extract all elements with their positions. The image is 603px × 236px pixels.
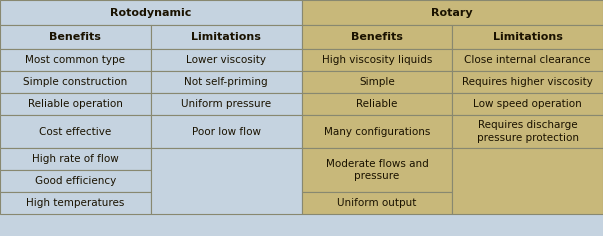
FancyBboxPatch shape: [0, 49, 151, 71]
Text: Moderate flows and
pressure: Moderate flows and pressure: [326, 159, 428, 181]
FancyBboxPatch shape: [302, 71, 452, 93]
Text: Many configurations: Many configurations: [324, 126, 430, 137]
FancyBboxPatch shape: [0, 93, 151, 115]
FancyBboxPatch shape: [302, 25, 452, 49]
FancyBboxPatch shape: [302, 192, 452, 214]
Text: Reliable: Reliable: [356, 99, 397, 110]
FancyBboxPatch shape: [0, 192, 151, 214]
FancyBboxPatch shape: [0, 71, 151, 93]
FancyBboxPatch shape: [452, 93, 603, 115]
Text: Rotodynamic: Rotodynamic: [110, 8, 191, 17]
FancyBboxPatch shape: [302, 0, 603, 25]
FancyBboxPatch shape: [151, 71, 302, 93]
Text: Reliable operation: Reliable operation: [28, 99, 123, 110]
FancyBboxPatch shape: [151, 148, 302, 214]
FancyBboxPatch shape: [151, 115, 302, 148]
FancyBboxPatch shape: [452, 115, 603, 148]
FancyBboxPatch shape: [151, 25, 302, 49]
FancyBboxPatch shape: [0, 170, 151, 192]
Text: Limitations: Limitations: [493, 32, 563, 42]
Text: Close internal clearance: Close internal clearance: [464, 55, 591, 65]
FancyBboxPatch shape: [302, 93, 452, 115]
FancyBboxPatch shape: [452, 25, 603, 49]
Text: Benefits: Benefits: [49, 32, 101, 42]
Text: Most common type: Most common type: [25, 55, 125, 65]
FancyBboxPatch shape: [151, 49, 302, 71]
Text: Cost effective: Cost effective: [39, 126, 112, 137]
FancyBboxPatch shape: [0, 115, 151, 148]
FancyBboxPatch shape: [151, 93, 302, 115]
FancyBboxPatch shape: [302, 49, 452, 71]
FancyBboxPatch shape: [302, 148, 452, 192]
Text: Requires discharge
pressure protection: Requires discharge pressure protection: [476, 120, 579, 143]
Text: High rate of flow: High rate of flow: [32, 154, 119, 164]
Text: Poor low flow: Poor low flow: [192, 126, 260, 137]
FancyBboxPatch shape: [0, 0, 302, 25]
FancyBboxPatch shape: [0, 25, 151, 49]
FancyBboxPatch shape: [302, 115, 452, 148]
Text: Rotary: Rotary: [431, 8, 473, 17]
FancyBboxPatch shape: [0, 148, 151, 170]
Text: Requires higher viscosity: Requires higher viscosity: [462, 77, 593, 87]
Text: Uniform output: Uniform output: [337, 198, 417, 208]
Text: Good efficiency: Good efficiency: [35, 176, 116, 186]
Text: Benefits: Benefits: [351, 32, 403, 42]
FancyBboxPatch shape: [452, 71, 603, 93]
Text: Simple: Simple: [359, 77, 395, 87]
Text: Not self-priming: Not self-priming: [185, 77, 268, 87]
Text: High viscosity liquids: High viscosity liquids: [321, 55, 432, 65]
Text: Simple construction: Simple construction: [24, 77, 127, 87]
Text: High temperatures: High temperatures: [26, 198, 125, 208]
FancyBboxPatch shape: [452, 49, 603, 71]
FancyBboxPatch shape: [452, 148, 603, 214]
Text: Low speed operation: Low speed operation: [473, 99, 582, 110]
Text: Uniform pressure: Uniform pressure: [181, 99, 271, 110]
Text: Lower viscosity: Lower viscosity: [186, 55, 266, 65]
Text: Limitations: Limitations: [191, 32, 261, 42]
